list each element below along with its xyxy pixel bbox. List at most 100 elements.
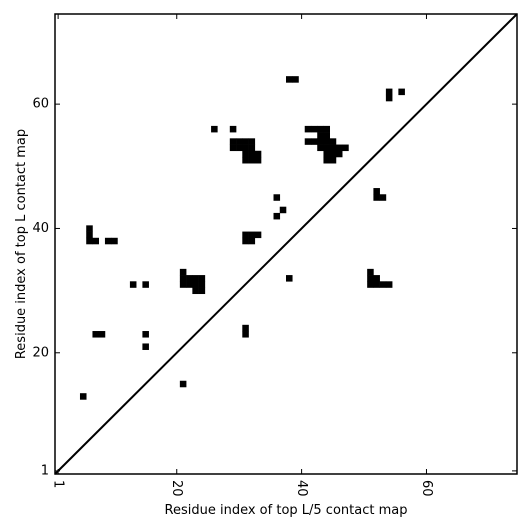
contact-cell <box>92 237 100 245</box>
contact-cell <box>385 281 393 288</box>
contact-cell <box>236 138 243 145</box>
contact-cell <box>367 275 374 282</box>
x-tick-label: 1 <box>51 480 66 488</box>
contact-cell <box>86 225 93 232</box>
contact-cell <box>248 156 256 164</box>
contact-cell <box>248 231 256 239</box>
contact-cell <box>242 237 249 245</box>
contact-cell <box>179 281 187 288</box>
contact-cell <box>398 88 405 96</box>
plot-frame <box>54 13 518 475</box>
contact-cell <box>254 156 262 164</box>
x-tick-label: 60 <box>419 480 434 497</box>
contact-cell <box>342 144 349 152</box>
contact-cell <box>248 237 256 245</box>
contact-cell <box>198 287 206 295</box>
diagonal-line <box>54 13 518 475</box>
x-tick-label: 20 <box>169 480 184 497</box>
contact-cell <box>198 281 206 288</box>
contact-cell <box>292 76 299 83</box>
contact-cell <box>79 393 87 400</box>
contact-cell <box>236 144 243 152</box>
contact-cell <box>329 156 337 164</box>
contact-cell <box>242 144 249 152</box>
contact-cell <box>179 380 187 388</box>
contact-cell <box>129 281 137 288</box>
contact-cell <box>211 125 218 133</box>
contact-cell <box>254 231 262 239</box>
contact-cell <box>310 125 318 133</box>
contact-cell <box>242 324 249 332</box>
contact-cell <box>335 150 343 158</box>
contact-cell <box>142 281 149 288</box>
contact-cell <box>142 343 149 350</box>
contact-cell <box>367 268 374 276</box>
contact-cell <box>192 287 199 295</box>
contact-cell <box>242 156 249 164</box>
contact-cell <box>329 144 337 152</box>
contact-cell <box>229 144 237 152</box>
x-axis-label: Residue index of top L/5 contact map <box>165 503 408 518</box>
contact-cell <box>379 281 387 288</box>
contact-cell <box>186 281 193 288</box>
contact-cell <box>367 281 374 288</box>
contact-cell <box>248 150 256 158</box>
contact-cell <box>286 275 293 282</box>
contact-cell <box>186 275 193 282</box>
contact-cell <box>242 231 249 239</box>
contact-cell <box>304 138 312 145</box>
contact-cell <box>323 156 331 164</box>
contact-cell <box>192 281 199 288</box>
contact-cell <box>248 144 256 152</box>
contact-cell <box>98 331 106 338</box>
contact-cell <box>379 194 387 201</box>
contact-cell <box>373 194 380 201</box>
contact-cell <box>229 125 237 133</box>
contact-cell <box>248 138 256 145</box>
y-axis-label: Residue index of top L contact map <box>14 129 29 359</box>
contact-cell <box>198 275 206 282</box>
y-tick-label: 20 <box>32 345 49 360</box>
contact-cell <box>273 194 281 201</box>
contact-cell <box>254 150 262 158</box>
contact-cell <box>286 76 293 83</box>
contact-cell <box>323 138 331 145</box>
contact-cell <box>111 237 118 245</box>
contact-cell <box>104 237 112 245</box>
contact-cell <box>373 281 380 288</box>
contact-cell <box>179 275 187 282</box>
contact-cell <box>373 188 380 195</box>
y-tick-label: 1 <box>41 463 49 478</box>
contact-cell <box>279 206 287 214</box>
contact-cell <box>317 132 324 139</box>
contact-cell <box>329 150 337 158</box>
contact-cell <box>86 231 93 239</box>
contact-cell <box>323 150 331 158</box>
contact-cell <box>142 331 149 338</box>
contact-cell <box>317 144 324 152</box>
contact-cell <box>323 132 331 139</box>
contact-cell <box>317 138 324 145</box>
contact-cell <box>179 268 187 276</box>
contact-cell <box>229 138 237 145</box>
contact-cell <box>273 212 281 220</box>
x-tick-label: 40 <box>294 480 309 497</box>
contact-cell <box>385 88 393 96</box>
contact-cell <box>373 275 380 282</box>
contact-cell <box>192 275 199 282</box>
y-tick-label: 40 <box>32 221 49 236</box>
contact-cell <box>323 144 331 152</box>
contact-cell <box>92 331 100 338</box>
contact-cell <box>242 138 249 145</box>
contact-cell <box>242 331 249 338</box>
contact-cell <box>310 138 318 145</box>
contact-cell <box>242 150 249 158</box>
contact-cell <box>317 125 324 133</box>
contact-cell <box>86 237 93 245</box>
contact-cell <box>385 94 393 102</box>
contact-cell <box>329 138 337 145</box>
contact-cell <box>323 125 331 133</box>
contact-cell <box>335 144 343 152</box>
